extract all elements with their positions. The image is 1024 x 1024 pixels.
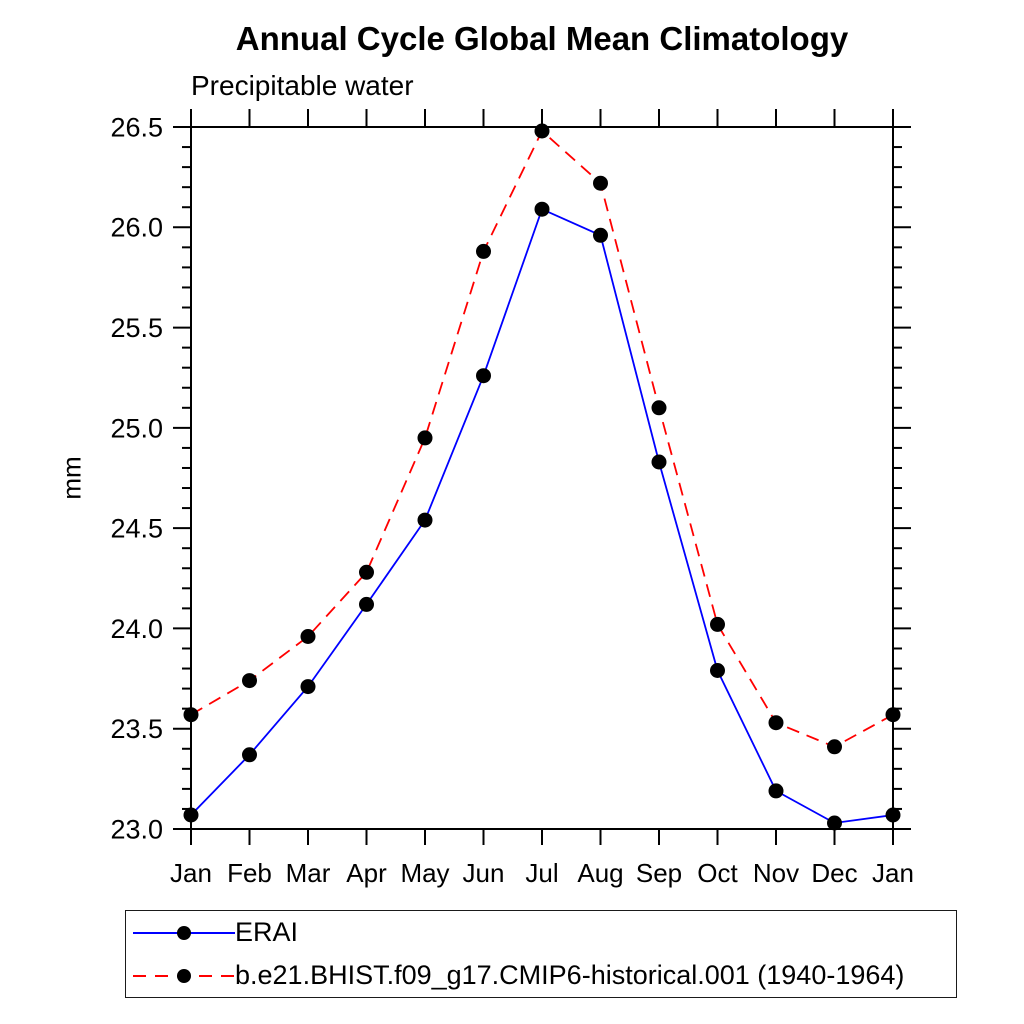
- data-point-erai: [359, 596, 374, 612]
- data-point-model: [476, 243, 491, 259]
- data-point-erai: [300, 679, 316, 695]
- legend-marker-icon: [177, 925, 191, 940]
- data-point-model: [827, 739, 842, 755]
- data-point-erai: [242, 747, 257, 763]
- x-tick-label: Jul: [525, 858, 558, 888]
- x-tick-label: Jun: [463, 858, 505, 888]
- erai-line-sample: [133, 925, 235, 940]
- data-point-model: [593, 175, 608, 191]
- x-tick-label: Sep: [636, 858, 682, 888]
- data-point-erai: [417, 512, 433, 528]
- y-tick-label: 26.5: [110, 112, 163, 142]
- x-tick-label: Apr: [346, 858, 387, 888]
- data-point-model: [417, 430, 433, 446]
- x-tick-label: Nov: [753, 858, 799, 888]
- data-point-model: [710, 616, 725, 632]
- y-tick-label: 23.0: [110, 814, 163, 844]
- x-tick-label: Jan: [170, 858, 212, 888]
- data-point-erai: [651, 454, 667, 470]
- data-point-erai: [710, 663, 725, 678]
- data-point-model: [534, 123, 550, 139]
- y-tick-label: 24.0: [110, 614, 163, 644]
- data-point-erai: [534, 201, 550, 217]
- chart-title: Annual Cycle Global Mean Climatology: [235, 20, 849, 57]
- x-tick-label: Aug: [577, 858, 623, 888]
- model-line-sample: [133, 968, 235, 983]
- data-point-model: [651, 400, 667, 416]
- data-point-model: [242, 673, 257, 689]
- data-point-model: [768, 715, 784, 731]
- series-line-erai: [190, 207, 894, 824]
- y-tick-label: 26.0: [110, 213, 163, 243]
- data-point-erai: [827, 815, 842, 831]
- data-point-erai: [768, 783, 784, 799]
- data-point-erai: [183, 807, 199, 823]
- data-point-model: [359, 564, 374, 580]
- x-tick-label: Mar: [286, 858, 331, 888]
- chart-subtitle: Precipitable water: [191, 70, 414, 101]
- data-point-erai: [885, 807, 901, 823]
- legend-label-erai: ERAI: [235, 917, 299, 947]
- data-point-model: [300, 629, 316, 644]
- data-point-model: [183, 707, 199, 723]
- y-tick-label: 23.5: [110, 714, 163, 744]
- data-point-model: [885, 707, 901, 723]
- x-tick-label: Jan: [872, 858, 914, 888]
- x-tick-label: Feb: [227, 858, 272, 888]
- data-point-erai: [593, 227, 608, 243]
- legend-label-model: b.e21.BHIST.f09_g17.CMIP6-historical.001…: [235, 960, 905, 990]
- legend-item-model: b.e21.BHIST.f09_g17.CMIP6-historical.001…: [126, 954, 956, 997]
- x-tick-label: Dec: [811, 858, 857, 888]
- y-tick-label: 24.5: [110, 514, 163, 544]
- data-point-erai: [476, 368, 491, 384]
- y-tick-label: 25.5: [110, 313, 163, 343]
- plot-frame: [190, 126, 894, 830]
- legend: ERAI b.e21.BHIST.f09_g17.CMIP6-historica…: [125, 910, 957, 998]
- series-line-model: [190, 129, 894, 748]
- x-tick-label: May: [400, 858, 449, 888]
- legend-marker-icon: [177, 968, 191, 983]
- y-tick-label: 25.0: [110, 413, 163, 443]
- x-tick-label: Oct: [697, 858, 738, 888]
- legend-item-erai: ERAI: [126, 911, 956, 954]
